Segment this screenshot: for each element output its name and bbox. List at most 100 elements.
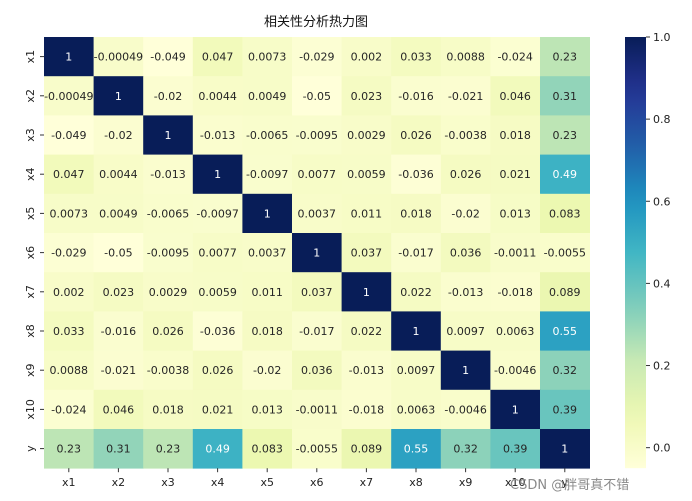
heatmap-cell-x7-y — [540, 272, 590, 312]
watermark-text: CSDN @胖哥真不错 — [510, 478, 630, 493]
cell-value-label: 0.021 — [499, 168, 531, 181]
heatmap-cell-x5-x10 — [490, 193, 541, 234]
cell-value-label: 1 — [561, 443, 568, 456]
cell-value-label: -0.024 — [51, 403, 86, 416]
heatmap-cell-x1-x6 — [292, 37, 342, 77]
cell-value-label: 0.0049 — [248, 90, 287, 103]
cell-value-label: 0.083 — [251, 443, 283, 456]
heatmap-cell-x4-x4 — [192, 154, 243, 195]
chart-title: 相关性分析热力图 — [264, 15, 368, 30]
y-tick-label-x4: x4 — [24, 167, 37, 181]
heatmap-cell-x6-x7 — [341, 233, 392, 273]
cell-value-label: 0.018 — [400, 207, 432, 220]
cell-value-label: 0.089 — [351, 443, 383, 456]
heatmap-cell-x5-x2 — [93, 193, 144, 234]
cell-value-label: 0.32 — [453, 443, 478, 456]
heatmap-cell-x5-x9 — [440, 193, 491, 234]
cell-value-label: 0.022 — [351, 325, 383, 338]
heatmap-cell-x3-x7 — [341, 115, 392, 155]
heatmap-cell-x10-x1 — [44, 389, 94, 430]
heatmap-cell-x9-x3 — [143, 350, 194, 391]
x-tick-label-x9: x9 — [459, 476, 473, 489]
cell-value-label: 0.026 — [202, 364, 234, 377]
y-tick-label-x8: x8 — [24, 324, 37, 338]
heatmap-cell-x8-x2 — [93, 311, 144, 351]
cell-value-label: -0.0095 — [296, 129, 338, 142]
colorbar-tick-label-0.8: 0.8 — [653, 113, 671, 126]
cell-value-label: -0.013 — [200, 129, 235, 142]
cell-value-label: -0.036 — [200, 325, 235, 338]
heatmap-cell-x5-x1 — [44, 193, 94, 234]
cell-value-label: 0.0029 — [149, 286, 188, 299]
heatmap-cell-x1-x9 — [440, 37, 491, 77]
heatmap-cell-y-x3 — [143, 429, 194, 469]
heatmap-cell-x10-x10 — [490, 389, 541, 430]
cell-value-label: 1 — [65, 51, 72, 64]
heatmap-cell-x9-x4 — [192, 350, 243, 391]
heatmap-cell-x7-x2 — [93, 272, 144, 312]
cell-value-label: -0.00049 — [44, 90, 93, 103]
heatmap-cell-x3-x10 — [490, 115, 541, 155]
heatmap-cell-x3-y — [540, 115, 590, 155]
heatmap-cell-y-x8 — [391, 429, 442, 469]
cell-value-label: 0.0063 — [496, 325, 535, 338]
heatmap-cell-x2-x1 — [44, 76, 94, 116]
colorbar-tick-label-0.4: 0.4 — [653, 277, 671, 290]
heatmap-cell-x7-x5 — [242, 272, 293, 312]
cell-value-label: 0.013 — [251, 403, 283, 416]
cell-value-label: 0.023 — [351, 90, 383, 103]
cell-value-label: 1 — [214, 168, 221, 181]
cell-value-label: -0.017 — [299, 325, 334, 338]
cell-value-label: 1 — [413, 325, 420, 338]
x-axis-ticks: x1 x2 x3 x4 x5 x6 x7 x8 x9 x10 y — [62, 468, 569, 489]
cell-value-label: 0.089 — [549, 286, 581, 299]
cell-value-label: -0.0097 — [246, 168, 288, 181]
heatmap-cell-x10-x6 — [292, 389, 342, 430]
cell-value-label: 0.31 — [553, 90, 578, 103]
heatmap-cell-x8-x7 — [341, 311, 392, 351]
cell-value-label: 0.026 — [450, 168, 482, 181]
heatmap-cell-x4-x10 — [490, 154, 541, 195]
cell-value-label: 0.047 — [202, 51, 234, 64]
cell-value-label: 0.021 — [202, 403, 234, 416]
heatmap-cell-x9-x8 — [391, 350, 442, 391]
cell-value-label: 0.033 — [53, 325, 85, 338]
x-tick-label-x8: x8 — [409, 476, 423, 489]
cell-value-label: 0.55 — [553, 325, 578, 338]
heatmap-cell-x3-x1 — [44, 115, 94, 155]
cell-value-label: 0.0037 — [298, 207, 337, 220]
heatmap-cell-x3-x2 — [93, 115, 144, 155]
cell-value-label: 1 — [462, 364, 469, 377]
colorbar: 0.0 0.2 0.4 0.6 0.8 1.0 — [625, 31, 671, 469]
cell-value-label: 0.0077 — [198, 247, 237, 260]
colorbar-tick-label-0.2: 0.2 — [653, 360, 671, 373]
x-tick-label-y: y — [562, 476, 569, 489]
cell-value-label: 0.0063 — [397, 403, 436, 416]
heatmap-cell-x1-x8 — [391, 37, 442, 77]
heatmap-cell-x4-y — [540, 154, 590, 195]
colorbar-tick-label-1.0: 1.0 — [653, 31, 671, 44]
heatmap-cell-x3-x3 — [143, 115, 194, 155]
cell-value-label: 0.0044 — [198, 90, 237, 103]
heatmap-cell-x2-x4 — [192, 76, 243, 116]
cell-value-label: 0.0088 — [50, 364, 89, 377]
cell-value-label: 0.49 — [205, 443, 230, 456]
heatmap-cell-x7-x9 — [440, 272, 491, 312]
heatmap-cell-x6-y — [540, 233, 590, 273]
cell-value-label: 1 — [363, 286, 370, 299]
cell-value-label: -0.00049 — [94, 51, 143, 64]
cell-value-label: -0.024 — [497, 51, 532, 64]
cell-value-label: -0.0065 — [147, 207, 189, 220]
colorbar-gradient — [625, 37, 646, 469]
heatmap-cell-x8-x3 — [143, 311, 194, 351]
cell-value-label: 0.046 — [499, 90, 531, 103]
heatmap-cell-y-x10 — [490, 429, 541, 469]
cell-value-label: -0.013 — [150, 168, 185, 181]
x-tick-label-x1: x1 — [62, 476, 76, 489]
cell-value-label: 0.0073 — [50, 207, 89, 220]
cell-value-label: 0.0077 — [298, 168, 337, 181]
heatmap-cell-x8-x6 — [292, 311, 342, 351]
heatmap-cell-x1-x5 — [242, 37, 293, 77]
heatmap-cell-x2-x5 — [242, 76, 293, 116]
